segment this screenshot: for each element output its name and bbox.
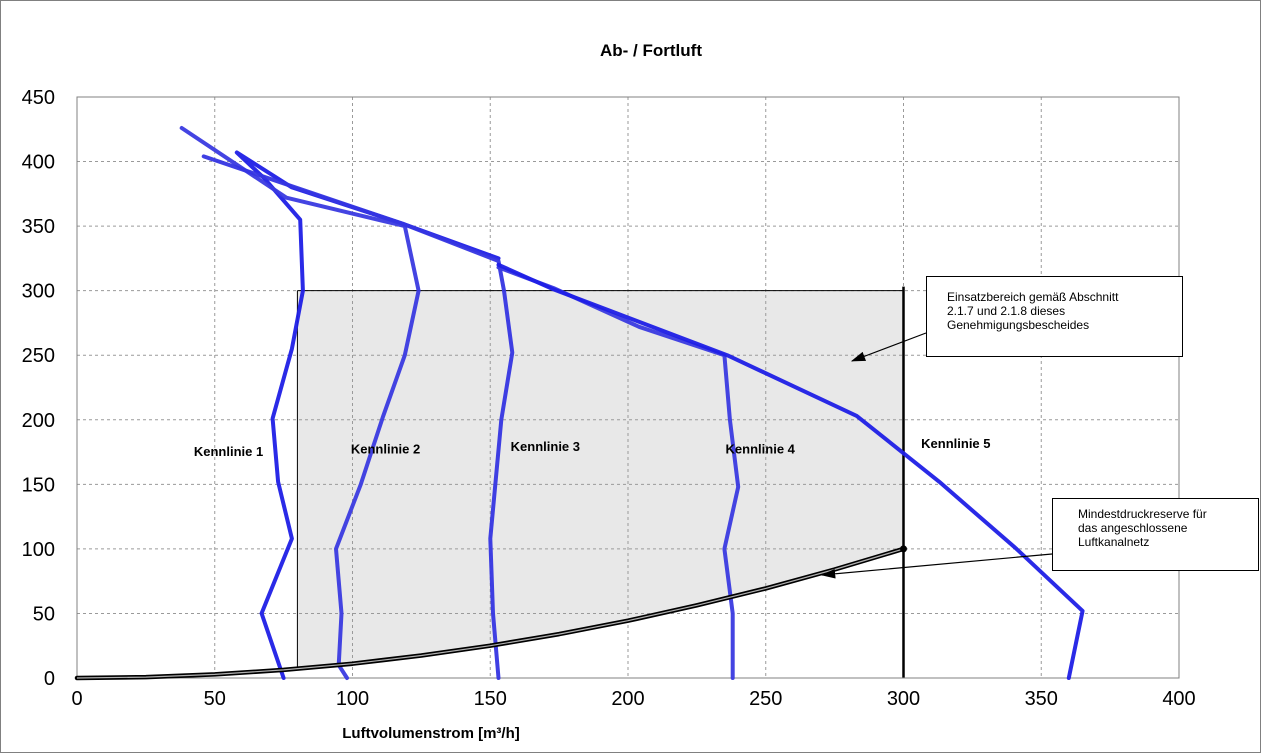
x-tick-label: 150: [474, 688, 507, 710]
operating-area-fill: [297, 290, 904, 669]
y-tick-label: 400: [22, 152, 55, 174]
y-tick-label: 0: [44, 668, 55, 690]
y-tick-label: 150: [22, 474, 55, 496]
x-tick-label: 250: [749, 688, 782, 710]
series-line-3: [201, 154, 515, 680]
x-tick-label: 0: [71, 688, 82, 710]
operating-area-note-line-3: Genehmigungsbescheides: [947, 318, 1090, 332]
reserve-note: Mindestdruckreserve für das angeschlosse…: [1052, 498, 1259, 571]
chart-title: Ab- / Fortluft: [600, 41, 702, 60]
plot-border: [76, 96, 1180, 679]
curve-label-4: Kennlinie 4: [726, 441, 796, 456]
operating-area-note-line-2: 2.1.7 und 2.1.8 dieses: [947, 304, 1066, 318]
operating-area-note-line-1: Einsatzbereich gemäß Abschnitt: [947, 290, 1119, 304]
y-tick-label: 350: [22, 216, 55, 238]
x-tick-label: 400: [1162, 688, 1195, 710]
y-tick-label: 100: [22, 539, 55, 561]
x-axis-label: Luftvolumenstrom [m³/h]: [342, 725, 520, 742]
reserve-note-line-1: Mindestdruckreserve für: [1078, 507, 1207, 521]
reserve-note-line-2: das angeschlossene: [1078, 521, 1188, 535]
y-tick-label: 250: [22, 345, 55, 367]
x-tick-label: 350: [1025, 688, 1058, 710]
curve-label-3: Kennlinie 3: [511, 439, 580, 454]
y-tick-label: 50: [33, 603, 55, 625]
curve-label-1: Kennlinie 1: [194, 444, 263, 459]
x-tick-label: 200: [611, 688, 644, 710]
reserve-arrow: [820, 553, 1053, 579]
reserve-end-marker: [900, 545, 907, 553]
operating-area-arrow: [850, 332, 927, 362]
series-line-2: [179, 126, 421, 680]
y-tick-label: 200: [22, 410, 55, 432]
reserve-note-line-3: Luftkanalnetz: [1078, 535, 1150, 549]
x-tick-label: 50: [204, 688, 226, 710]
x-tick-label: 300: [887, 688, 920, 710]
reserve-line-highlight: [76, 548, 904, 679]
operating-area-note: Einsatzbereich gemäß Abschnitt 2.1.7 und…: [926, 276, 1183, 357]
x-tick-label: 100: [336, 688, 369, 710]
series-line-5: [496, 262, 1085, 680]
y-tick-label: 300: [22, 281, 55, 303]
plot-area: 0 50 100 150 200 250 300 350 400 0 50 100 150 200 250 3…: [22, 87, 1196, 710]
curve-label-2: Kennlinie 2: [351, 441, 420, 456]
y-tick-label: 450: [22, 87, 55, 109]
curve-label-5: Kennlinie 5: [921, 436, 990, 451]
